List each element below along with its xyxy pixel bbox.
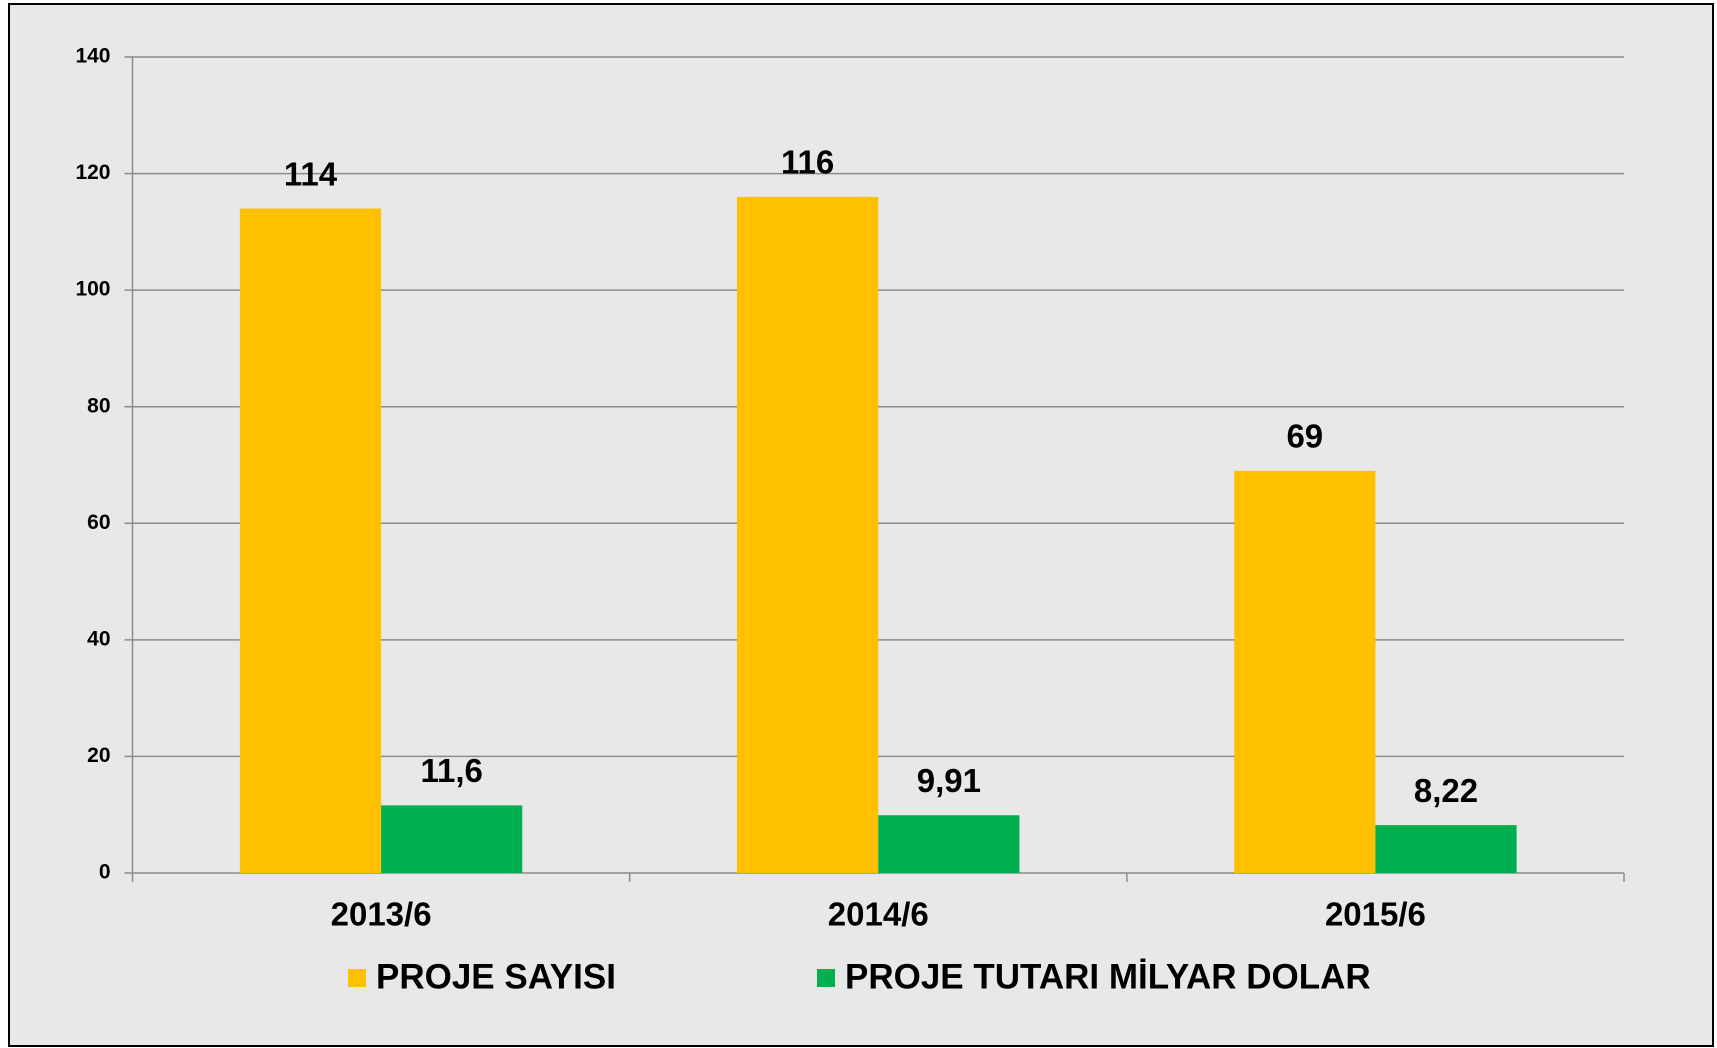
x-tick-label: 2013/6 xyxy=(331,896,432,933)
data-label: 114 xyxy=(284,155,338,192)
data-label: 9,91 xyxy=(917,762,981,799)
bar xyxy=(737,196,879,873)
y-tick-label: 40 xyxy=(87,627,110,650)
bar xyxy=(878,815,1020,873)
legend-swatch xyxy=(348,969,366,987)
y-tick-label: 120 xyxy=(75,161,110,184)
y-tick-label: 100 xyxy=(75,278,110,301)
legend-swatch xyxy=(817,969,835,987)
data-label: 11,6 xyxy=(420,752,482,789)
y-tick-label: 80 xyxy=(87,394,110,417)
data-label: 116 xyxy=(781,144,834,181)
legend-label: PROJE TUTARI MİLYAR DOLAR xyxy=(845,957,1371,996)
bar xyxy=(1234,470,1376,873)
y-tick-label: 60 xyxy=(87,511,110,534)
data-label: 8,22 xyxy=(1414,772,1478,809)
y-tick-label: 140 xyxy=(75,45,110,68)
data-label: 69 xyxy=(1286,418,1323,455)
y-tick-label: 0 xyxy=(99,861,111,884)
x-tick-label: 2015/6 xyxy=(1325,896,1426,933)
y-tick-label: 20 xyxy=(87,744,110,767)
bar xyxy=(1375,825,1517,873)
x-tick-label: 2014/6 xyxy=(828,896,929,933)
bar xyxy=(239,208,382,874)
bar xyxy=(381,805,523,873)
legend-label: PROJE SAYISI xyxy=(376,957,616,996)
